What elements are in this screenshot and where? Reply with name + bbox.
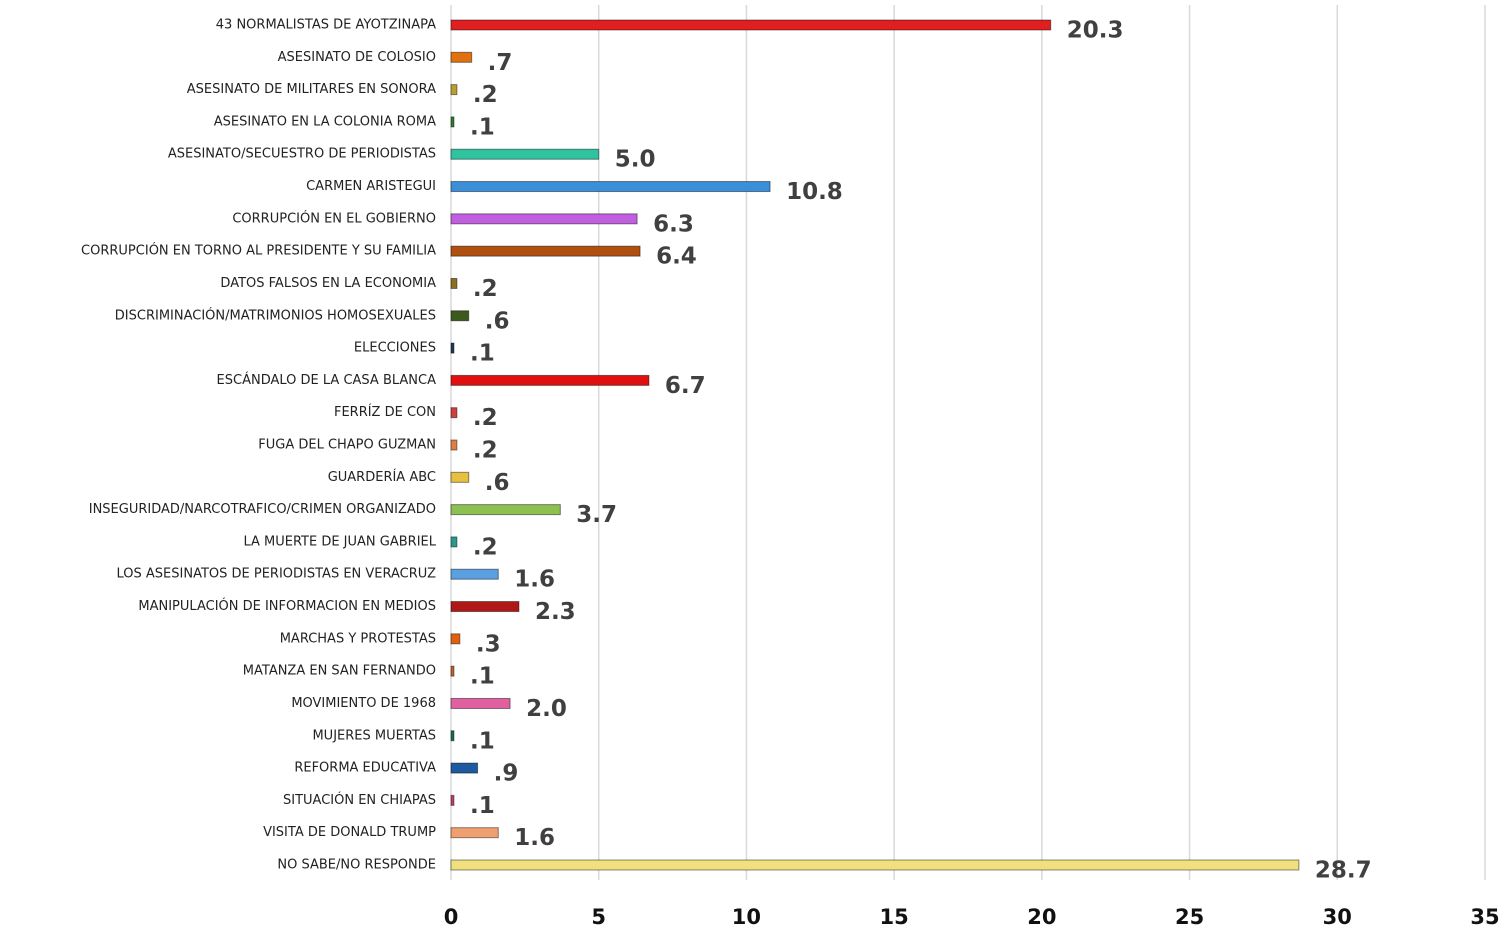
category-label: 43 NORMALISTAS DE AYOTZINAPA — [216, 18, 436, 33]
bar — [450, 51, 473, 63]
value-label: .1 — [470, 341, 495, 367]
category-label: FERRÍZ DE CON — [334, 404, 436, 420]
bar — [450, 504, 561, 516]
value-label: .9 — [494, 761, 519, 787]
x-tick-label: 35 — [1470, 905, 1499, 928]
value-label: .1 — [470, 114, 495, 140]
bar — [450, 84, 458, 96]
bar — [450, 277, 458, 289]
value-label: .1 — [470, 664, 495, 690]
category-label: LA MUERTE DE JUAN GABRIEL — [243, 534, 436, 549]
value-label: .6 — [485, 470, 510, 496]
category-label: DATOS FALSOS EN LA ECONOMIA — [220, 276, 436, 291]
bar — [450, 762, 479, 774]
bar — [450, 633, 461, 645]
bar — [450, 213, 638, 225]
category-label: ASESINATO/SECUESTRO DE PERIODISTAS — [168, 147, 436, 162]
bar — [450, 19, 1052, 31]
category-label: MANIPULACIÓN DE INFORMACION EN MEDIOS — [138, 598, 436, 614]
category-label: DISCRIMINACIÓN/MATRIMONIOS HOMOSEXUALES — [115, 307, 436, 323]
value-label: 3.7 — [576, 502, 617, 528]
category-label: ESCÁNDALO DE LA CASA BLANCA — [217, 372, 437, 388]
category-label: MOVIMIENTO DE 1968 — [291, 696, 436, 711]
x-tick-label: 10 — [732, 905, 761, 928]
category-label: SITUACIÓN EN CHIAPAS — [283, 792, 436, 808]
value-label: 6.7 — [665, 373, 706, 399]
value-label: 6.4 — [656, 244, 697, 270]
bar — [450, 181, 771, 193]
value-label: .7 — [488, 50, 513, 76]
category-label: ELECCIONES — [354, 341, 436, 356]
bar — [450, 730, 455, 742]
x-tick-label: 20 — [1027, 905, 1056, 928]
category-label: CARMEN ARISTEGUI — [306, 179, 436, 194]
category-label: MARCHAS Y PROTESTAS — [280, 631, 436, 646]
value-label: 20.3 — [1067, 18, 1124, 44]
value-label: 1.6 — [514, 825, 555, 851]
x-tick-label: 30 — [1323, 905, 1352, 928]
category-label: MUJERES MUERTAS — [312, 728, 436, 743]
value-label: .2 — [473, 534, 498, 560]
bar — [450, 536, 458, 548]
value-label: .1 — [470, 728, 495, 754]
bar — [450, 245, 641, 257]
value-label: .2 — [473, 405, 498, 431]
bar — [450, 407, 458, 419]
bar — [450, 697, 511, 709]
value-label: 2.0 — [526, 696, 567, 722]
category-label: MATANZA EN SAN FERNANDO — [243, 664, 436, 679]
bar — [450, 148, 600, 160]
value-label: 1.6 — [514, 567, 555, 593]
value-label: 28.7 — [1315, 858, 1372, 884]
category-label: ASESINATO EN LA COLONIA ROMA — [214, 114, 436, 129]
value-label: .2 — [473, 438, 498, 464]
category-label: GUARDERÍA ABC — [328, 469, 436, 485]
category-label: CORRUPCIÓN EN EL GOBIERNO — [232, 210, 436, 226]
bar — [450, 471, 470, 483]
bar — [450, 374, 650, 386]
x-tick-label: 25 — [1175, 905, 1204, 928]
bar — [450, 310, 470, 322]
x-tick-label: 5 — [591, 905, 606, 928]
category-label: FUGA DEL CHAPO GUZMAN — [258, 438, 436, 453]
bar — [450, 568, 499, 580]
x-tick-label: 0 — [444, 905, 459, 928]
value-label: .6 — [485, 308, 510, 334]
bar — [450, 439, 458, 451]
category-label: VISITA DE DONALD TRUMP — [263, 825, 436, 840]
bar — [450, 859, 1300, 871]
value-label: .2 — [473, 82, 498, 108]
value-label: 6.3 — [653, 211, 694, 237]
value-label: 5.0 — [615, 147, 656, 173]
value-label: .2 — [473, 276, 498, 302]
x-tick-label: 15 — [880, 905, 909, 928]
category-label: NO SABE/NO RESPONDE — [277, 858, 436, 873]
category-label: REFORMA EDUCATIVA — [294, 761, 436, 776]
bar — [450, 342, 455, 354]
category-label: CORRUPCIÓN EN TORNO AL PRESIDENTE Y SU F… — [81, 243, 436, 259]
category-label: ASESINATO DE COLOSIO — [278, 50, 436, 65]
category-label: LOS ASESINATOS DE PERIODISTAS EN VERACRU… — [117, 567, 437, 582]
value-label: .1 — [470, 793, 495, 819]
value-label: 2.3 — [535, 599, 576, 625]
category-label: ASESINATO DE MILITARES EN SONORA — [187, 82, 436, 97]
category-label: INSEGURIDAD/NARCOTRAFICO/CRIMEN ORGANIZA… — [89, 502, 436, 517]
value-label: .3 — [476, 631, 501, 657]
bar — [450, 665, 455, 677]
bar — [450, 794, 455, 806]
bar — [450, 601, 520, 613]
bar — [450, 116, 455, 128]
value-label: 10.8 — [786, 179, 843, 205]
bar — [450, 827, 499, 839]
